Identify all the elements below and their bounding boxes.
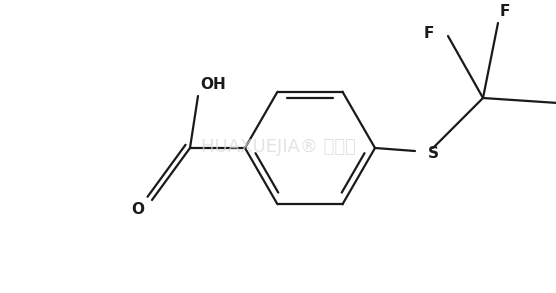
Text: S: S: [428, 146, 439, 161]
Text: OH: OH: [200, 77, 226, 92]
Text: F: F: [500, 4, 510, 19]
Text: O: O: [132, 202, 145, 217]
Text: F: F: [424, 26, 434, 42]
Text: HUAXUEJIA® 化学加: HUAXUEJIA® 化学加: [201, 137, 355, 156]
